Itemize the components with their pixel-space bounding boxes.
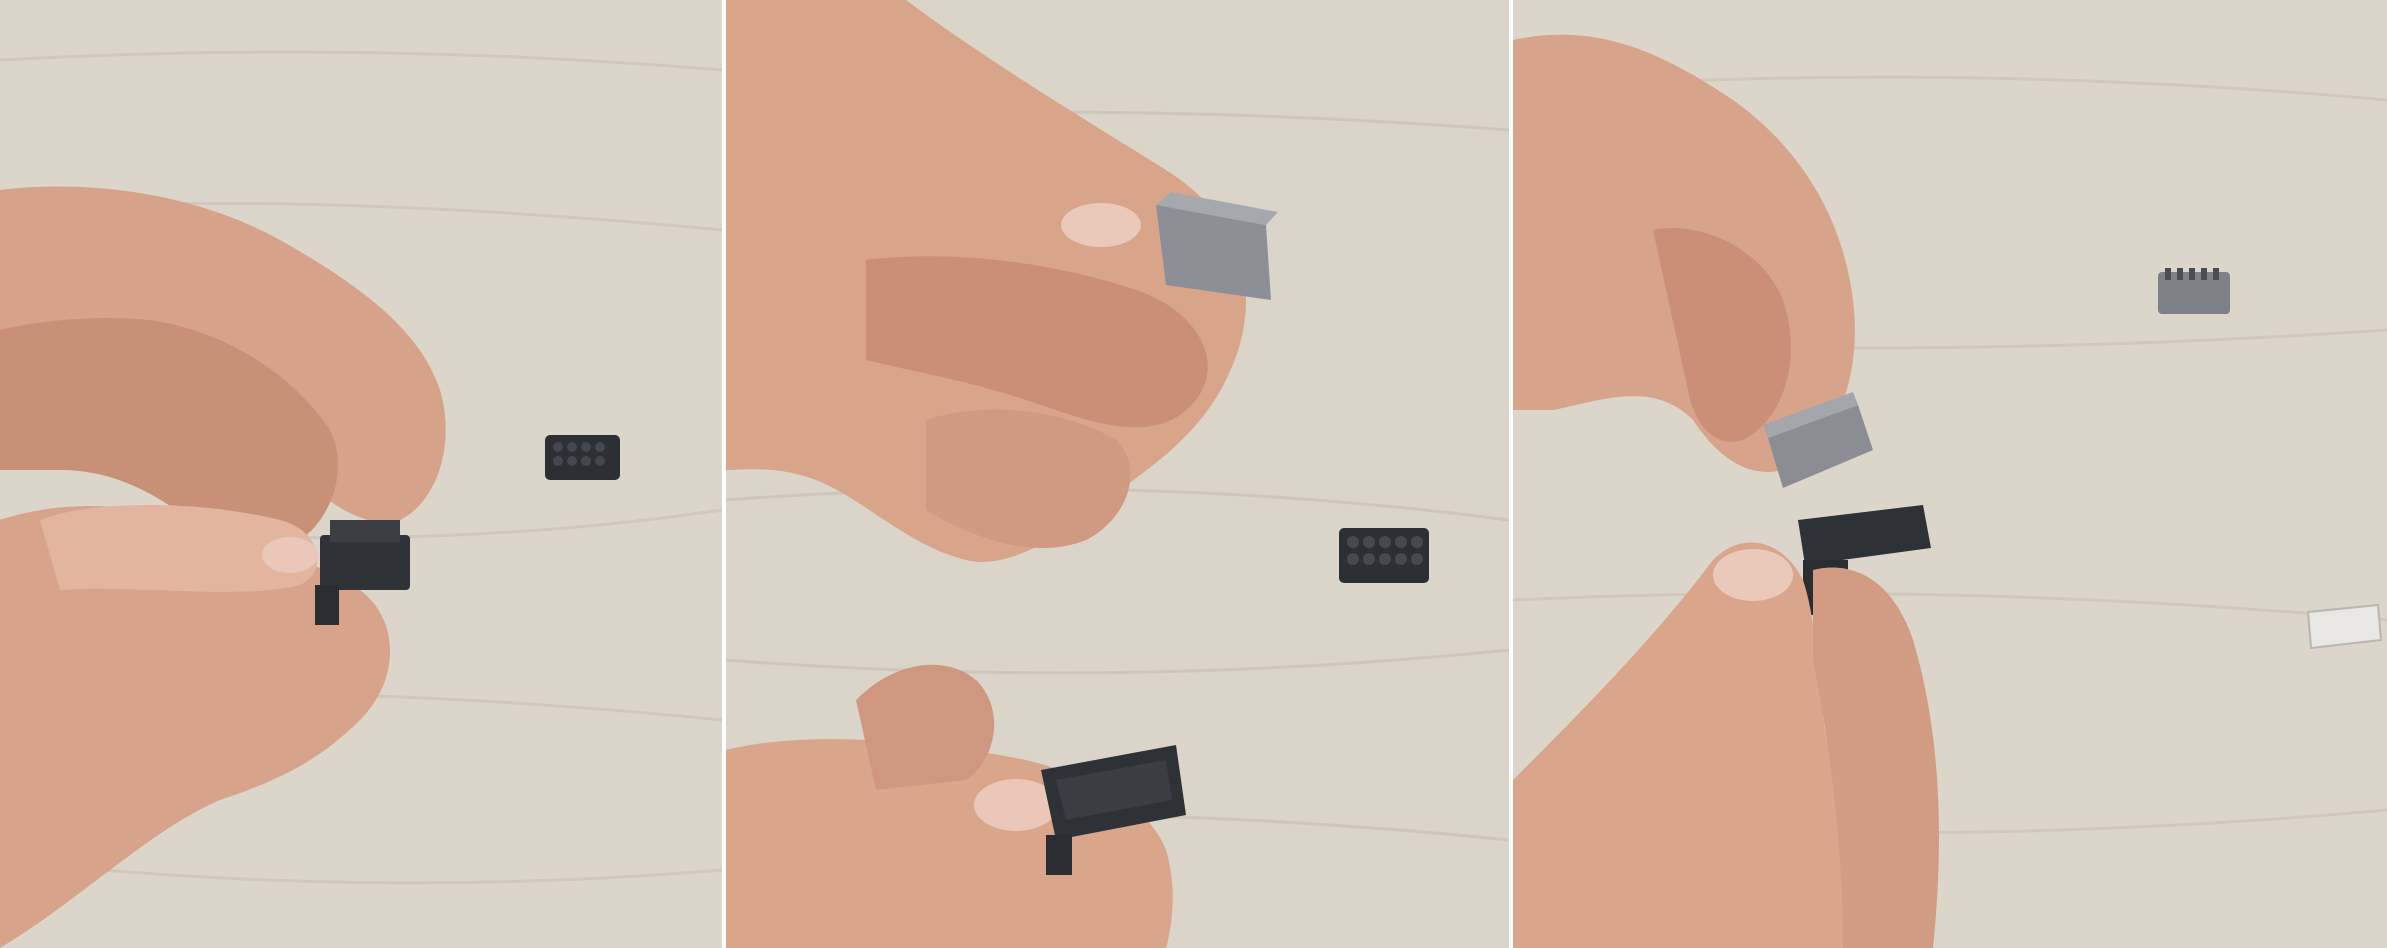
curled-fingers	[0, 318, 339, 549]
metal-pin-block	[1768, 405, 1873, 488]
lower-finger	[1813, 567, 1939, 948]
metal-pin-block-top	[1156, 192, 1278, 225]
panel-3-photo	[1513, 0, 2387, 948]
thumbnail	[262, 537, 318, 573]
held-connector	[1798, 505, 1931, 565]
paper-scrap	[2306, 603, 2383, 650]
pin-block-on-table	[1339, 528, 1429, 583]
panel-1	[0, 0, 722, 948]
middle-finger	[926, 409, 1131, 549]
index-finger	[1653, 228, 1791, 442]
panel-2-photo	[726, 0, 1509, 948]
lower-fingertips	[856, 664, 995, 790]
metal-block-on-table	[2158, 268, 2230, 314]
pin-block-on-table	[545, 435, 620, 480]
thumbnail	[1713, 549, 1793, 601]
panel-2	[726, 0, 1509, 948]
index-finger	[866, 256, 1208, 428]
lower-hand	[1513, 542, 1903, 948]
connector-latch	[1046, 835, 1072, 875]
panel-divider	[722, 0, 726, 948]
metal-pin-block-top	[1763, 392, 1858, 438]
panel-divider	[1509, 0, 1513, 948]
panel-1-photo	[0, 0, 722, 948]
thumb	[40, 505, 318, 592]
thumbnail	[1061, 203, 1141, 247]
held-connector-pins	[330, 520, 400, 542]
held-connector-cavity	[1056, 760, 1172, 820]
connector-latch	[315, 585, 339, 625]
panel-3	[1513, 0, 2387, 948]
lower-hand	[0, 506, 390, 948]
thumbnail	[974, 779, 1058, 831]
metal-pin-block	[1156, 205, 1271, 300]
held-connector	[320, 535, 410, 590]
